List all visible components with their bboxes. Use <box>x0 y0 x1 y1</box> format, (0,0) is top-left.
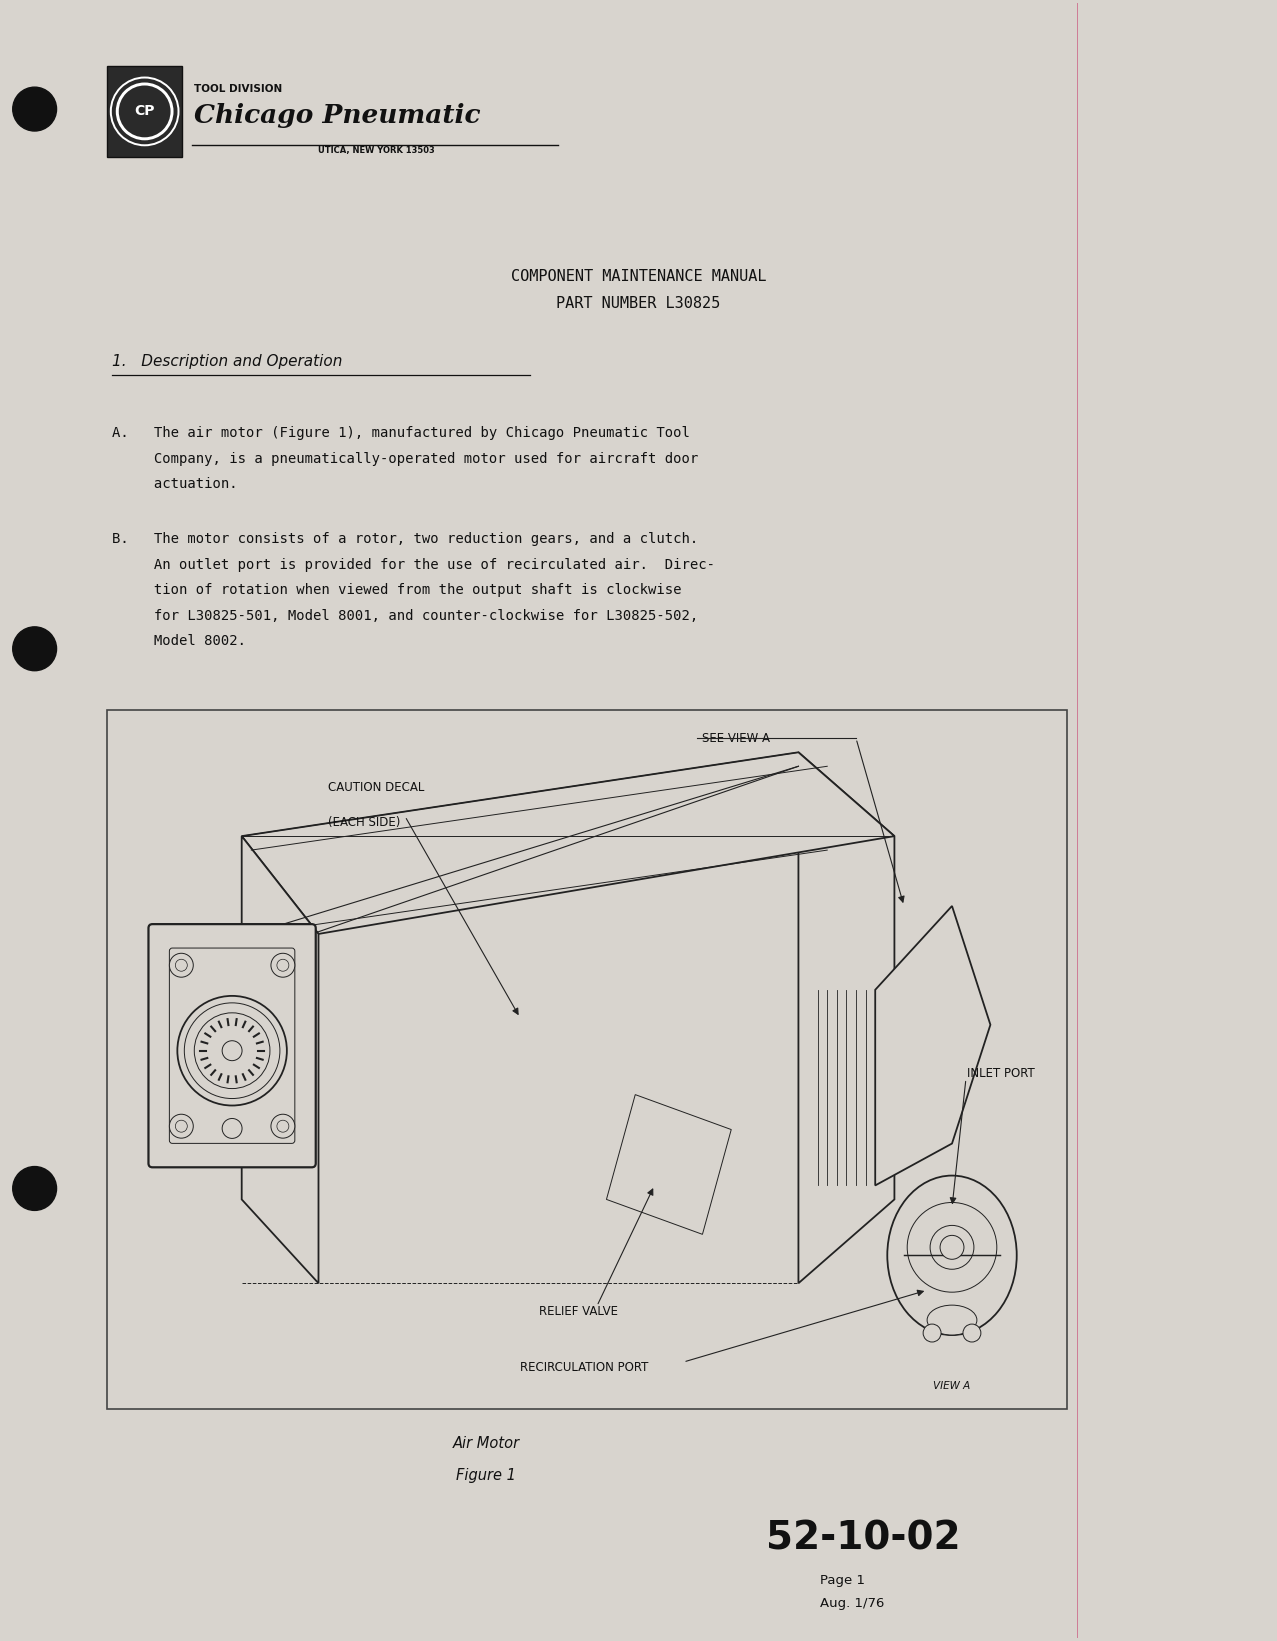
Circle shape <box>178 996 287 1106</box>
Circle shape <box>222 1040 243 1060</box>
Text: Page 1: Page 1 <box>820 1574 866 1587</box>
Text: A.   The air motor (Figure 1), manufactured by Chicago Pneumatic Tool: A. The air motor (Figure 1), manufacture… <box>112 427 690 440</box>
Text: Figure 1: Figure 1 <box>456 1469 516 1483</box>
Circle shape <box>184 1003 280 1098</box>
Ellipse shape <box>963 1324 981 1342</box>
Text: TOOL DIVISION: TOOL DIVISION <box>194 84 282 94</box>
Circle shape <box>170 953 193 976</box>
Polygon shape <box>241 837 318 1283</box>
Text: An outlet port is provided for the use of recirculated air.  Direc-: An outlet port is provided for the use o… <box>112 558 715 573</box>
Circle shape <box>13 627 56 671</box>
Text: B.   The motor consists of a rotor, two reduction gears, and a clutch.: B. The motor consists of a rotor, two re… <box>112 532 699 546</box>
Text: for L30825-501, Model 8001, and counter-clockwise for L30825-502,: for L30825-501, Model 8001, and counter-… <box>112 609 699 622</box>
Circle shape <box>170 1114 193 1139</box>
Circle shape <box>13 87 56 131</box>
Text: SEE VIEW A: SEE VIEW A <box>702 732 770 745</box>
Circle shape <box>112 79 178 144</box>
Text: 1.   Description and Operation: 1. Description and Operation <box>112 354 342 369</box>
Text: CAUTION DECAL: CAUTION DECAL <box>328 781 424 794</box>
Ellipse shape <box>923 1324 941 1342</box>
Text: actuation.: actuation. <box>112 478 238 491</box>
Text: Air Motor: Air Motor <box>452 1436 520 1451</box>
Text: CP: CP <box>134 105 155 118</box>
Circle shape <box>175 1121 188 1132</box>
Circle shape <box>175 960 188 971</box>
Circle shape <box>930 1226 974 1268</box>
Circle shape <box>940 1236 964 1259</box>
Text: INLET PORT: INLET PORT <box>967 1067 1034 1080</box>
Circle shape <box>119 85 171 138</box>
Circle shape <box>194 1012 269 1088</box>
Text: Company, is a pneumatically-operated motor used for aircraft door: Company, is a pneumatically-operated mot… <box>112 451 699 466</box>
Text: UTICA, NEW YORK 13503: UTICA, NEW YORK 13503 <box>318 146 434 156</box>
Circle shape <box>271 1114 295 1139</box>
Ellipse shape <box>888 1175 1016 1336</box>
Circle shape <box>277 960 289 971</box>
Polygon shape <box>798 752 894 1283</box>
Text: RELIEF VALVE: RELIEF VALVE <box>539 1305 618 1318</box>
Ellipse shape <box>927 1305 977 1336</box>
Ellipse shape <box>907 1203 997 1291</box>
FancyBboxPatch shape <box>148 924 315 1167</box>
Text: Aug. 1/76: Aug. 1/76 <box>820 1597 885 1610</box>
Text: tion of rotation when viewed from the output shaft is clockwise: tion of rotation when viewed from the ou… <box>112 583 682 597</box>
Polygon shape <box>607 1095 732 1234</box>
Text: PART NUMBER L30825: PART NUMBER L30825 <box>557 297 720 312</box>
Text: RECIRCULATION PORT: RECIRCULATION PORT <box>520 1360 649 1374</box>
Text: Model 8002.: Model 8002. <box>112 633 246 648</box>
Circle shape <box>222 1119 243 1139</box>
Circle shape <box>13 1167 56 1211</box>
FancyBboxPatch shape <box>170 948 295 1144</box>
Polygon shape <box>241 752 894 934</box>
Text: (EACH SIDE): (EACH SIDE) <box>328 816 401 829</box>
Text: Chicago Pneumatic: Chicago Pneumatic <box>194 103 480 128</box>
Circle shape <box>110 77 180 146</box>
Circle shape <box>271 953 295 976</box>
Text: VIEW A: VIEW A <box>933 1382 971 1392</box>
Circle shape <box>116 82 174 141</box>
Text: COMPONENT MAINTENANCE MANUAL: COMPONENT MAINTENANCE MANUAL <box>511 269 766 284</box>
Circle shape <box>277 1121 289 1132</box>
Polygon shape <box>875 906 991 1185</box>
FancyBboxPatch shape <box>107 66 183 158</box>
Text: 52-10-02: 52-10-02 <box>766 1520 960 1557</box>
FancyBboxPatch shape <box>107 711 1068 1410</box>
